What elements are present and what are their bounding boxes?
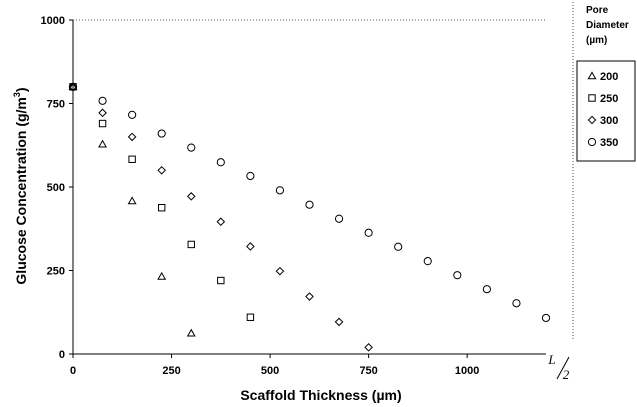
point-350-0 <box>68 82 78 91</box>
x-tick-label: 500 <box>261 365 279 377</box>
legend-title: Pore Diameter (µm) <box>586 5 629 46</box>
plot-frame <box>72 2 574 355</box>
x-tick-label: 250 <box>162 365 180 377</box>
legend-box <box>576 60 636 162</box>
point-350-15 <box>512 299 521 308</box>
point-300-10 <box>364 343 373 352</box>
point-300-4 <box>186 192 196 201</box>
legend-label-350: 350 <box>600 137 618 149</box>
axis-ticks: 0 250 500 750 1000 0 250 500 750 1000 <box>41 15 480 377</box>
point-300-3 <box>157 165 166 175</box>
point-300-7 <box>275 266 285 276</box>
point-250-6 <box>246 313 255 321</box>
point-350-10 <box>364 228 373 237</box>
legend-marker-200 <box>587 71 597 80</box>
point-200-1 <box>98 139 108 148</box>
x-tick-label: 750 <box>359 365 377 377</box>
y-tick-label: 250 <box>47 266 65 278</box>
x-end-label-denominator: 2 <box>563 367 570 382</box>
point-350-16 <box>541 313 551 323</box>
y-axis-title-sup: 3 <box>12 92 22 97</box>
legend-label-200: 200 <box>600 71 618 83</box>
point-200-2 <box>127 196 137 205</box>
y-axis-title: Glucose Concentration (g/m3) <box>12 87 29 284</box>
point-250-3 <box>157 204 166 212</box>
y-tick-label: 500 <box>47 182 65 194</box>
y-axis-title-close: ) <box>13 87 29 92</box>
legend-title-line-2: Diameter <box>586 20 629 31</box>
x-end-label-fraction-bar <box>556 356 570 380</box>
point-300-1 <box>98 108 107 118</box>
point-350-11 <box>394 242 403 251</box>
x-tick-label: 1000 <box>455 365 479 377</box>
legend-title-line-1: Pore <box>586 5 609 16</box>
series-350 <box>68 82 551 323</box>
x-axis-title: Scaffold Thickness (µm) <box>240 387 401 403</box>
legend-label-300: 300 <box>600 115 618 127</box>
series-250 <box>69 83 255 321</box>
y-tick-label: 0 <box>59 349 65 361</box>
series-300 <box>68 82 373 352</box>
point-200-4 <box>186 328 196 337</box>
point-350-13 <box>453 271 462 280</box>
point-250-5 <box>217 276 225 285</box>
point-350-9 <box>334 214 344 223</box>
y-axis-title-main: Glucose Concentration (g/m <box>13 97 29 284</box>
y-tick-label: 1000 <box>41 15 65 27</box>
legend-title-line-3: (µm) <box>586 35 607 46</box>
data-points <box>68 82 551 352</box>
y-tick-label: 750 <box>47 99 65 111</box>
point-300-8 <box>305 292 314 301</box>
point-350-5 <box>216 158 225 167</box>
x-tick-label: 0 <box>70 365 76 377</box>
point-300-6 <box>246 242 255 251</box>
series-200 <box>68 82 196 337</box>
legend-marker-250 <box>588 94 596 102</box>
point-250-1 <box>98 119 107 128</box>
legend: 200 250 300 350 <box>576 60 636 162</box>
point-250-4 <box>187 240 195 249</box>
point-350-8 <box>305 200 314 209</box>
point-350-4 <box>187 143 196 152</box>
legend-label-250: 250 <box>600 93 618 105</box>
x-axis-end-label: L 2 <box>547 352 569 382</box>
legend-marker-300 <box>587 115 597 125</box>
point-300-5 <box>216 217 226 227</box>
point-300-2 <box>127 132 137 142</box>
point-350-6 <box>246 171 255 181</box>
point-250-2 <box>128 155 136 163</box>
point-350-12 <box>423 257 432 266</box>
point-300-9 <box>334 317 344 327</box>
point-350-7 <box>275 186 285 195</box>
point-350-1 <box>98 96 107 105</box>
point-200-3 <box>157 271 167 280</box>
x-end-label-numerator: L <box>547 352 555 367</box>
legend-marker-350 <box>587 137 597 147</box>
point-350-2 <box>128 110 137 119</box>
point-350-14 <box>482 285 491 294</box>
point-350-3 <box>157 129 166 138</box>
